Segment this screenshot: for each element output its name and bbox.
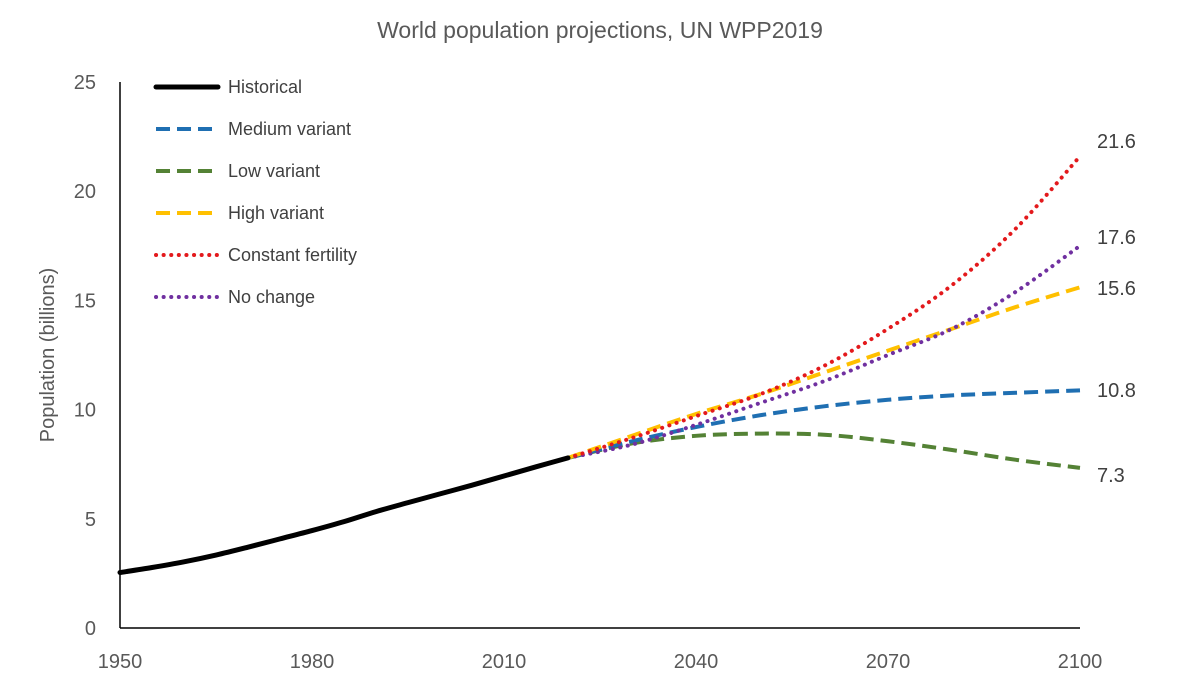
- y-tick-labels: 0 5 10 15 20 25: [74, 72, 96, 640]
- series-line-historical: [117, 455, 571, 576]
- series-line-medium-variant: [567, 388, 1081, 460]
- series-line-no-change: [566, 243, 1082, 460]
- legend: Historical Medium variant Low variant High …: [153, 77, 357, 307]
- end-label-constant-fertility: 21.6: [1097, 131, 1136, 153]
- y-axis-label: Population (billions): [37, 268, 59, 443]
- axes: [119, 82, 1080, 629]
- series-line-low-variant: [567, 431, 1081, 470]
- chart-title: World population projections, UN WPP2019: [377, 17, 823, 43]
- y-tick-label: 20: [74, 181, 96, 203]
- x-tick-label: 1950: [98, 651, 143, 673]
- series-line-constant-fertility: [566, 154, 1082, 460]
- y-tick-label: 5: [85, 509, 96, 531]
- x-tick-label: 2100: [1058, 651, 1103, 673]
- legend-label-high-variant: High variant: [228, 203, 324, 223]
- x-tick-label: 1980: [290, 651, 335, 673]
- legend-label-historical: Historical: [228, 77, 302, 97]
- y-tick-label: 15: [74, 290, 96, 312]
- end-label-no-change: 17.6: [1097, 227, 1136, 249]
- y-tick-label: 10: [74, 400, 96, 422]
- x-tick-labels: 1950 1980 2010 2040 2070 2100: [98, 651, 1103, 673]
- end-label-low-variant: 7.3: [1097, 465, 1125, 487]
- x-tick-label: 2010: [482, 651, 527, 673]
- end-value-labels: 21.6 17.6 15.6 10.8 7.3: [1097, 131, 1136, 487]
- end-label-high-variant: 15.6: [1097, 278, 1136, 300]
- legend-label-no-change: No change: [228, 287, 315, 307]
- y-tick-label: 25: [74, 72, 96, 94]
- legend-label-constant-fertility: Constant fertility: [228, 245, 357, 265]
- end-label-medium-variant: 10.8: [1097, 380, 1136, 402]
- legend-label-medium-variant: Medium variant: [228, 119, 351, 139]
- series-line-high-variant: [567, 285, 1081, 460]
- x-tick-label: 2040: [674, 651, 719, 673]
- y-tick-label: 0: [85, 618, 96, 640]
- series-layer: [117, 154, 1082, 576]
- legend-label-low-variant: Low variant: [228, 161, 320, 181]
- x-tick-label: 2070: [866, 651, 911, 673]
